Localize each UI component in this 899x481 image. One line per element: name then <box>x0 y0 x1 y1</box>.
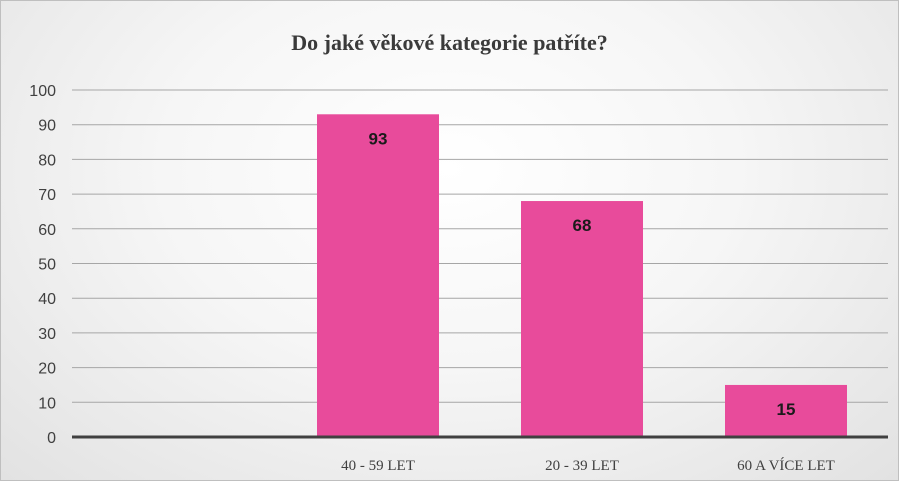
y-tick-label: 50 <box>38 257 56 274</box>
x-category-label: 60 A VÍCE LET <box>737 457 835 474</box>
y-tick-label: 100 <box>29 83 56 100</box>
chart-title: Do jaké věkové kategorie patříte? <box>291 30 608 55</box>
y-tick-label: 20 <box>38 361 56 378</box>
y-tick-label: 0 <box>47 430 56 447</box>
bar <box>317 114 439 437</box>
y-tick-label: 70 <box>38 187 56 204</box>
y-tick-label: 40 <box>38 291 56 308</box>
x-category-label: 20 - 39 LET <box>545 458 619 474</box>
bar <box>725 384 847 437</box>
x-category-label: 40 - 59 LET <box>341 458 415 474</box>
y-tick-label: 60 <box>38 222 56 239</box>
data-label: 93 <box>369 129 388 148</box>
bar <box>521 201 643 437</box>
y-tick-label: 10 <box>38 395 56 412</box>
y-tick-label: 90 <box>38 118 56 135</box>
y-tick-label: 80 <box>38 152 56 169</box>
data-label: 68 <box>573 216 592 235</box>
y-tick-label: 30 <box>38 326 56 343</box>
data-label: 15 <box>777 400 796 419</box>
